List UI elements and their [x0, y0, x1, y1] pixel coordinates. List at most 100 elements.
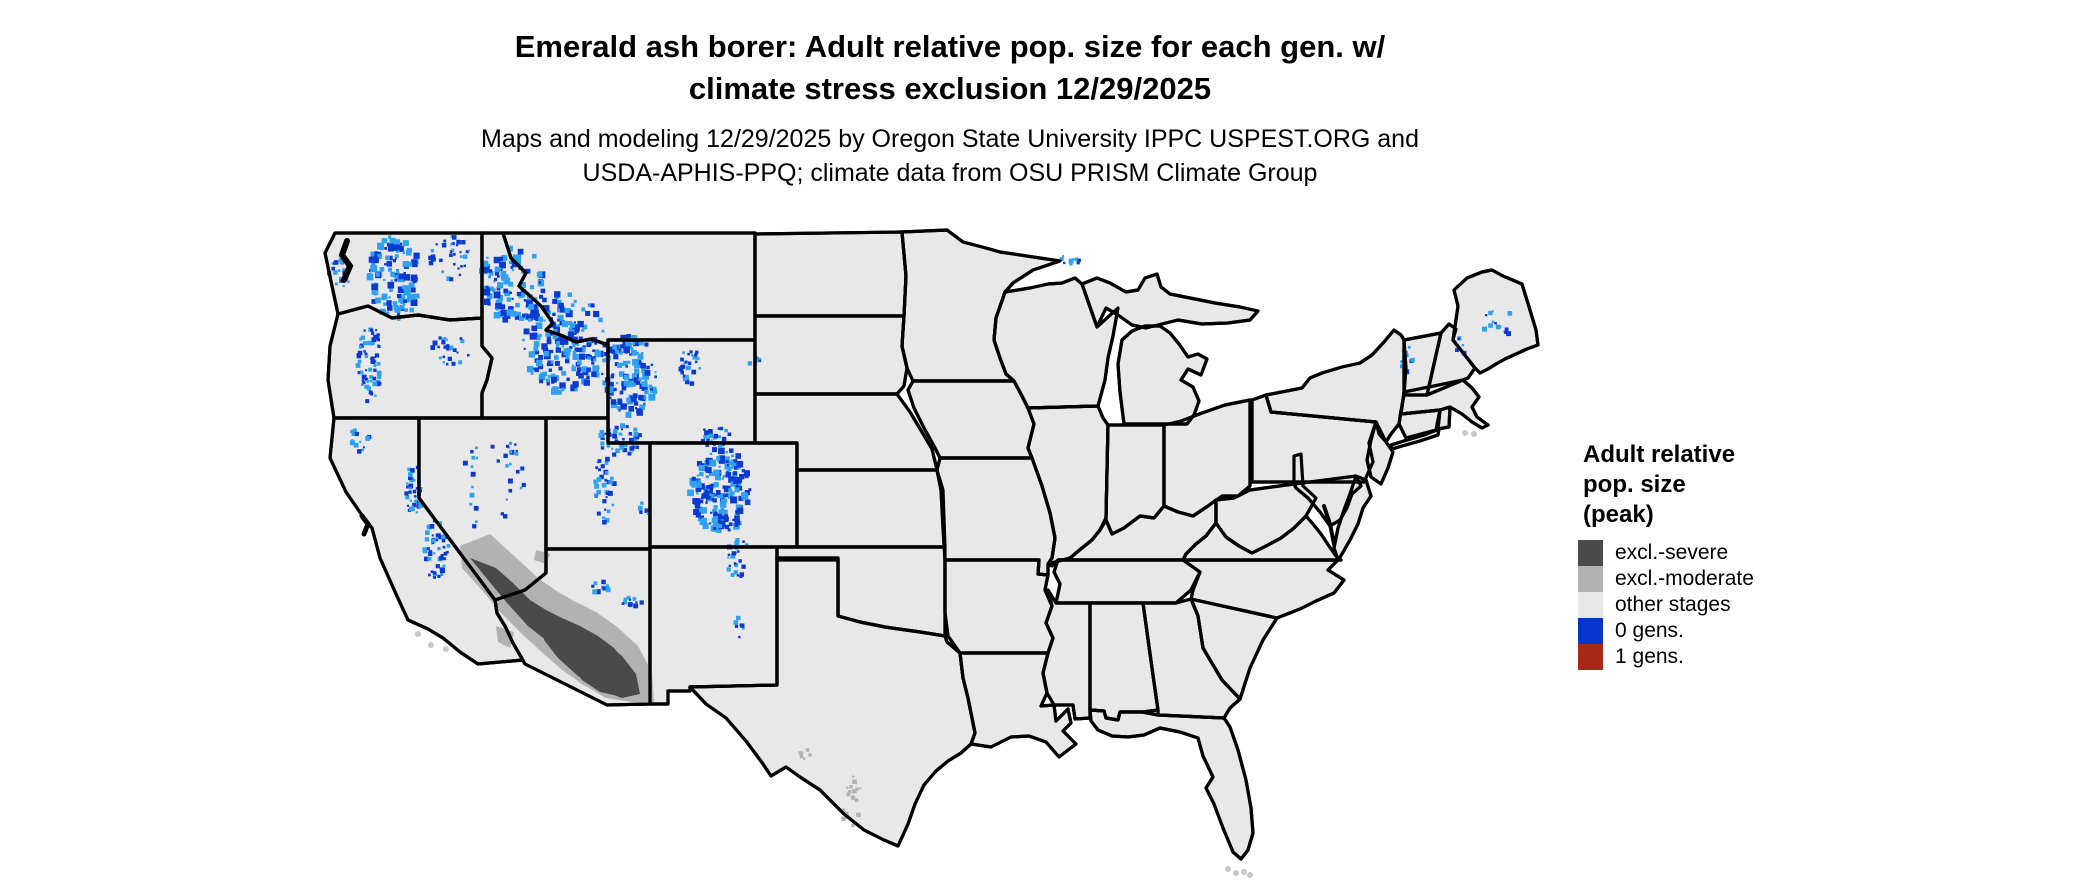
raster-cell [462, 460, 468, 466]
island-dot [1247, 872, 1253, 878]
legend: Adult relative pop. size (peak) excl.-se… [1578, 440, 1938, 670]
raster-cell [561, 387, 565, 392]
raster-cell [609, 381, 614, 387]
raster-cell [741, 564, 746, 569]
raster-cell [635, 445, 639, 450]
raster-cell [731, 462, 738, 469]
raster-cell [856, 812, 861, 818]
raster-cell [618, 371, 625, 377]
raster-cell [608, 431, 611, 434]
raster-cell [508, 441, 513, 445]
raster-cell [561, 338, 569, 345]
legend-title: Adult relative pop. size (peak) [1583, 440, 1938, 530]
raster-cell [374, 353, 379, 358]
raster-cell [596, 489, 601, 495]
raster-cell [713, 433, 719, 439]
raster-cell [514, 313, 521, 320]
raster-cell [506, 444, 509, 448]
raster-cell [554, 355, 559, 360]
raster-cell [735, 538, 740, 543]
legend-title-line-3: (peak) [1583, 501, 1654, 528]
raster-cell [530, 310, 535, 315]
raster-cell [404, 288, 411, 296]
raster-cell [739, 474, 745, 480]
raster-cell [726, 567, 731, 572]
raster-cell [631, 445, 635, 449]
raster-cell [730, 459, 734, 462]
raster-cell [574, 326, 580, 332]
raster-cell [624, 443, 628, 447]
title-line-2: climate stress exclusion 12/29/2025 [688, 71, 1212, 106]
raster-cell [376, 333, 380, 337]
raster-cell [364, 354, 369, 358]
legend-color-swatch [1578, 592, 1603, 618]
raster-cell [601, 482, 607, 488]
state-new-mexico [648, 545, 779, 706]
raster-cell [572, 344, 576, 348]
raster-cell [620, 403, 627, 410]
raster-cell [621, 602, 625, 605]
raster-cell [737, 466, 741, 470]
page-title: Emerald ash borer: Adult relative pop. s… [200, 26, 1700, 110]
raster-cell [386, 261, 392, 267]
raster-cell [721, 436, 727, 442]
raster-cell [485, 285, 489, 289]
raster-cell [601, 372, 604, 375]
legend-items: excl.-severe excl.-moderate other stages 0 … [1578, 540, 1938, 670]
raster-cell [732, 518, 735, 522]
raster-cell [735, 510, 740, 515]
raster-cell [627, 360, 631, 364]
raster-cell [723, 498, 728, 503]
raster-cell [615, 349, 620, 354]
raster-cell [440, 568, 445, 574]
raster-cell [442, 545, 446, 549]
raster-cell [735, 504, 742, 511]
raster-cell [428, 551, 433, 556]
raster-cell [636, 351, 639, 355]
raster-cell [748, 488, 752, 492]
raster-cell [644, 389, 649, 395]
us-map [300, 228, 1550, 888]
raster-cell [550, 349, 554, 354]
raster-cell [685, 365, 691, 371]
raster-cell [625, 364, 628, 368]
raster-cell [507, 478, 513, 484]
raster-cell [558, 302, 564, 309]
raster-cell [713, 511, 718, 516]
raster-cell [339, 276, 343, 281]
raster-cell [696, 507, 704, 514]
raster-cell [719, 426, 724, 431]
raster-cell [636, 408, 642, 414]
raster-cell [534, 310, 539, 315]
raster-cell [618, 432, 622, 436]
raster-cell [374, 251, 379, 256]
raster-cell [494, 277, 498, 281]
raster-cell [1063, 261, 1066, 265]
raster-cell [559, 307, 566, 313]
raster-cell [363, 329, 366, 332]
raster-cell [622, 447, 627, 453]
raster-cell [547, 360, 554, 367]
raster-cell [392, 301, 398, 306]
raster-cell [1488, 323, 1493, 328]
raster-cell [623, 346, 630, 353]
raster-cell [575, 330, 579, 334]
raster-cell [371, 288, 379, 295]
raster-cell [498, 256, 504, 261]
raster-cell [414, 293, 420, 299]
raster-cell [606, 444, 611, 448]
raster-cell [808, 753, 812, 757]
raster-cell [500, 268, 503, 271]
raster-cell [377, 345, 381, 348]
raster-cell [601, 579, 606, 585]
raster-cell [572, 381, 579, 388]
raster-cell [394, 254, 399, 258]
exclusion-region-arizona-south-severe [544, 618, 640, 698]
raster-cell [725, 451, 728, 454]
raster-cell [516, 291, 521, 297]
raster-cell [600, 464, 605, 469]
state-oregon [326, 304, 494, 420]
raster-cell [396, 294, 401, 299]
raster-cell [424, 556, 429, 562]
raster-cell [545, 332, 550, 337]
